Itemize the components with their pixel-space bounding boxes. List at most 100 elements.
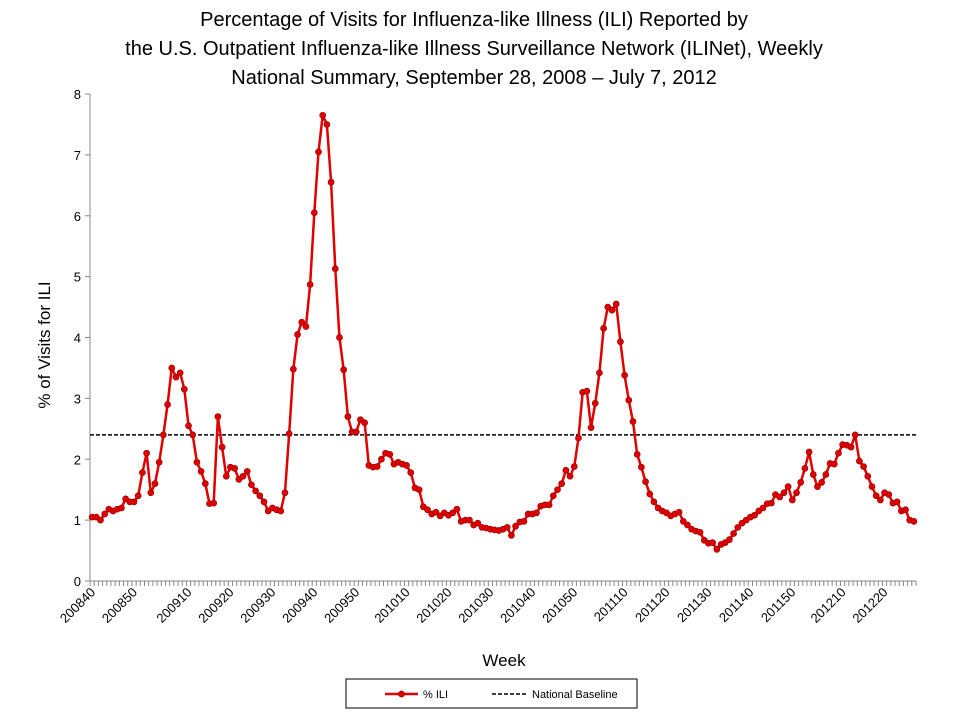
y-tick-label: 5	[74, 270, 81, 285]
data-point	[256, 492, 264, 500]
data-point	[847, 443, 855, 451]
data-point	[650, 498, 658, 506]
data-point	[864, 472, 872, 480]
data-point	[629, 418, 637, 425]
data-point	[197, 468, 205, 475]
data-point	[151, 480, 159, 487]
data-point	[512, 522, 519, 530]
y-tick-label: 2	[74, 452, 81, 467]
data-point	[176, 369, 184, 377]
data-point	[252, 487, 259, 495]
data-point	[277, 507, 285, 515]
series-line	[92, 114, 915, 551]
data-point	[856, 457, 863, 465]
data-point	[868, 483, 876, 490]
data-point	[218, 443, 226, 451]
data-point	[902, 506, 909, 514]
data-point	[143, 449, 150, 457]
data-point	[327, 178, 335, 186]
data-point	[453, 505, 461, 513]
x-tick-label: 201220	[849, 585, 890, 626]
chart-title-line: Percentage of Visits for Influenza-like …	[200, 9, 748, 31]
data-point	[893, 498, 901, 506]
x-tick-label: 201150	[758, 585, 799, 626]
data-point	[403, 461, 410, 469]
data-point	[508, 531, 515, 539]
data-point	[260, 498, 268, 506]
data-point	[315, 148, 322, 156]
data-point	[713, 545, 721, 553]
data-point	[562, 466, 570, 474]
x-tick-label: 200940	[279, 585, 320, 626]
data-point	[621, 371, 628, 379]
data-point	[767, 499, 775, 507]
y-tick-label: 3	[74, 391, 81, 406]
data-point	[587, 424, 595, 431]
data-point	[759, 504, 767, 512]
x-tick-label: 200920	[195, 585, 236, 626]
data-point	[814, 483, 821, 490]
data-point	[373, 463, 381, 470]
data-point	[730, 530, 737, 537]
data-point	[809, 471, 817, 478]
data-point	[185, 422, 192, 430]
data-point	[910, 517, 918, 525]
x-tick-label: 201110	[591, 585, 631, 625]
x-tick-label: 201020	[413, 585, 454, 626]
y-tick-label: 8	[74, 87, 81, 102]
data-point	[793, 489, 800, 497]
data-point	[424, 506, 431, 514]
data-point	[625, 396, 633, 404]
data-point	[533, 509, 540, 517]
data-point	[168, 364, 176, 372]
data-point	[281, 489, 289, 497]
legend-marker	[398, 690, 405, 698]
legend-label: National Baseline	[532, 689, 618, 701]
data-point	[600, 325, 607, 332]
data-point	[860, 463, 867, 470]
x-tick-label: 201140	[716, 585, 757, 626]
data-point	[344, 413, 352, 420]
data-point	[130, 498, 138, 506]
x-tick-label: 201030	[455, 585, 496, 626]
data-point	[583, 387, 591, 395]
data-point	[822, 471, 830, 478]
data-point	[554, 486, 561, 494]
data-point	[386, 451, 394, 458]
data-point	[549, 492, 557, 500]
x-tick-label: 200950	[321, 585, 362, 626]
data-point	[608, 306, 616, 314]
data-point	[885, 491, 893, 498]
data-point	[566, 472, 574, 480]
data-point	[210, 499, 218, 507]
x-tick-label: 200850	[99, 585, 140, 626]
data-point	[591, 399, 599, 407]
x-tick-label: 200840	[57, 585, 98, 626]
y-tick-label: 7	[74, 148, 81, 163]
data-point	[231, 465, 239, 472]
y-tick-label: 0	[74, 574, 81, 589]
chart-title-line: National Summary, September 28, 2008 – J…	[231, 67, 716, 89]
x-tick-label: 201130	[674, 585, 715, 626]
data-point	[780, 489, 788, 497]
x-tick-label: 201040	[497, 585, 538, 626]
y-tick-label: 1	[74, 513, 81, 528]
data-point	[684, 521, 691, 529]
data-point	[139, 469, 146, 476]
data-point	[239, 472, 247, 480]
data-point	[189, 431, 197, 439]
data-point	[642, 478, 649, 486]
data-point	[830, 460, 838, 468]
data-point	[323, 121, 331, 128]
x-tick-label: 201120	[632, 585, 673, 626]
data-point	[97, 516, 104, 524]
data-point	[222, 472, 230, 480]
data-point	[243, 468, 251, 475]
data-point	[633, 451, 641, 458]
data-point	[310, 209, 318, 217]
x-tick-label: 200930	[237, 585, 278, 626]
data-point	[331, 265, 339, 273]
data-point	[474, 519, 482, 527]
data-point	[612, 300, 620, 308]
